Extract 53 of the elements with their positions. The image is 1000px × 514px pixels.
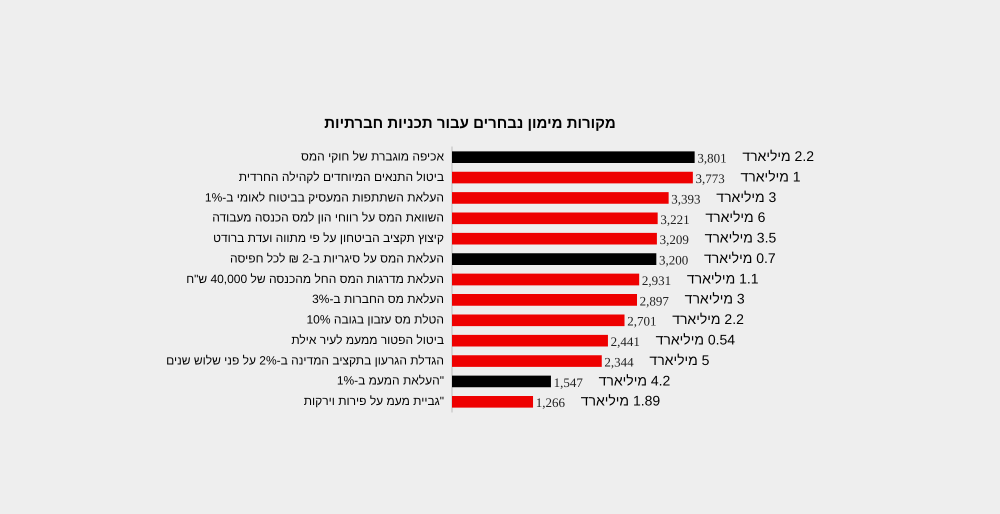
text: 6 מיליארד bbox=[705, 209, 766, 226]
data-label: 2,344 bbox=[604, 354, 634, 370]
y-tick-label: השוואת המס על רווחי הון למס הכנסה מעבודה bbox=[212, 210, 444, 225]
annotation: 2.2 מיליארד bbox=[672, 311, 744, 328]
y-tick-label: העלאת מדרגות המס החל מהכנסה של 40,000 ש"ח bbox=[186, 272, 444, 286]
annotation: 5 מיליארד bbox=[649, 352, 710, 368]
y-tick-label: הטלת מס עזבון בגובה 10% bbox=[306, 312, 444, 327]
y-tick-label: גביית מעמ על פירות וירקות" bbox=[304, 394, 444, 408]
data-label: 1,266 bbox=[536, 395, 566, 410]
data-label: 3,801 bbox=[697, 150, 727, 166]
text: 3 מיליארד bbox=[716, 188, 777, 205]
data-label: 3,221 bbox=[660, 212, 690, 227]
y-tick-label: ביטול התנאים המיוחדים לקהילה החרדית bbox=[238, 170, 444, 184]
bar bbox=[452, 314, 625, 326]
data-label: 2,931 bbox=[642, 272, 672, 288]
annotation: 1.89 מיליארד bbox=[580, 392, 660, 409]
bar bbox=[452, 192, 669, 204]
y-tick-label: ביטול הפטור ממעמ לעיר אילת bbox=[291, 332, 444, 347]
data-label: 2,701 bbox=[627, 314, 656, 329]
bar bbox=[452, 334, 608, 346]
y-tick-label: קיצוץ תקציב הביטחון על פי מתווה ועדת ברודט bbox=[213, 231, 444, 246]
annotation: 1.1 מיליארד bbox=[686, 270, 759, 286]
y-tick-label: אכיפה מוגברת של חוקי המס bbox=[301, 150, 444, 164]
data-label: 3,209 bbox=[660, 232, 689, 248]
annotation: 4.2 מיליארד bbox=[598, 372, 671, 388]
chart-title: מקורות מימון נבחרים עבור תכניות חברתיות bbox=[324, 115, 616, 132]
data-label: 1,547 bbox=[554, 374, 584, 390]
bar bbox=[452, 253, 656, 265]
bar bbox=[452, 396, 534, 408]
text: 3.5 מיליארד bbox=[704, 230, 776, 246]
y-tick-label: הגדלת הגרעון בתקציב המדינה ב-2% על פני שלוש שנים bbox=[166, 353, 444, 368]
text: 2.2 מיליארד bbox=[742, 148, 814, 164]
annotation: 0.54 מיליארד bbox=[656, 332, 736, 348]
bar bbox=[452, 294, 638, 306]
bar bbox=[452, 355, 602, 367]
bar bbox=[452, 274, 640, 286]
data-label: 3,773 bbox=[696, 171, 725, 186]
y-tick-label: העלאת המס על סיגריות ב-2 ₪ לכל חפיסה bbox=[230, 251, 444, 266]
bar bbox=[452, 212, 658, 224]
data-label: 2,897 bbox=[640, 293, 670, 308]
bar bbox=[452, 172, 693, 184]
bar bbox=[452, 151, 695, 164]
text: 0.7 מיליארד bbox=[704, 250, 776, 266]
y-tick-label: העלאת השתתפות המעסיק בביטוח לאומי ב-1% bbox=[204, 190, 444, 204]
y-tick-label: העלאת המעמ ב-1%" bbox=[336, 374, 444, 388]
bar bbox=[452, 376, 551, 388]
data-label: 3,393 bbox=[671, 191, 701, 206]
annotation: 3 מיליארד bbox=[684, 290, 745, 307]
text: 1 מיליארד bbox=[740, 168, 801, 184]
y-tick-label: העלאת מס החברות ב-3% bbox=[312, 292, 444, 306]
bar bbox=[452, 232, 657, 245]
data-label: 3,200 bbox=[659, 252, 688, 268]
data-label: 2,441 bbox=[610, 334, 640, 350]
